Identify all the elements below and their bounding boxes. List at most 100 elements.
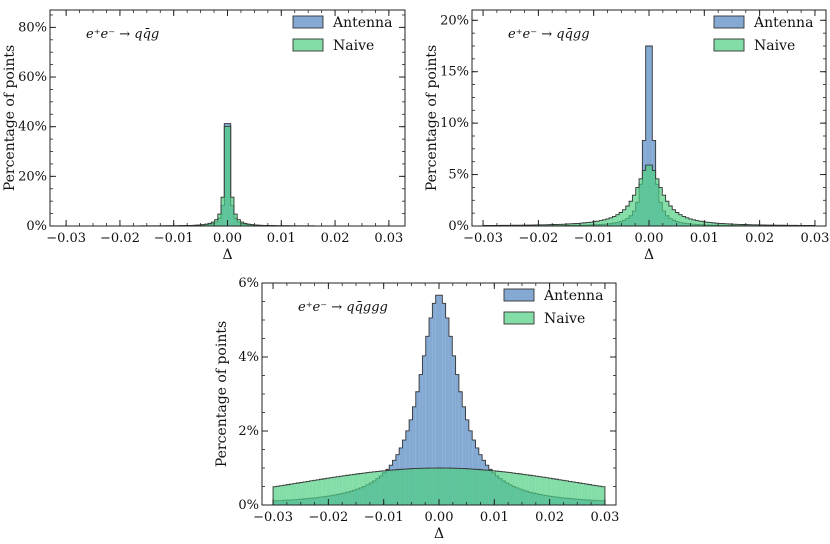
y-tick-label: 20% [18, 169, 47, 184]
process-label-1: e⁺e⁻ → qq̄g [86, 27, 159, 42]
outline-naive [482, 164, 816, 226]
bar-naive [521, 474, 526, 505]
x-tick-label: −0.01 [574, 231, 614, 246]
bar-naive [332, 477, 337, 505]
bar-naive [365, 472, 370, 505]
bar-naive [549, 224, 553, 226]
bar-naive [748, 224, 752, 226]
bar-naive [356, 473, 360, 505]
bar-naive [276, 486, 280, 505]
bar-naive [326, 478, 330, 505]
bar-naive [204, 224, 209, 226]
bar-naive [286, 484, 290, 505]
bar-naive [405, 468, 410, 505]
bar-antenna [452, 355, 456, 505]
bar-naive [672, 209, 676, 226]
series-naive-3 [272, 467, 606, 505]
series-naive-2 [482, 164, 816, 226]
bar-naive [539, 224, 543, 226]
bar-naive [362, 473, 366, 505]
bar-naive [619, 212, 623, 226]
bar-naive [548, 478, 552, 505]
bar-antenna [439, 295, 443, 505]
bar-antenna [649, 46, 653, 226]
bar-naive [246, 224, 251, 226]
bar-naive [482, 469, 486, 505]
bar-naive [292, 483, 297, 505]
x-axis-label-2: Δ [644, 247, 654, 263]
legend-label-naive-2: Naive [754, 38, 795, 54]
legend-2: Antenna Naive [713, 15, 813, 54]
x-tick-label: 0.00 [425, 510, 454, 525]
y-tick-label: 4% [238, 350, 259, 365]
bar-naive [546, 224, 550, 226]
x-tick-label: 0.02 [321, 231, 350, 246]
bar-naive [655, 178, 659, 226]
bar-naive [612, 216, 616, 226]
x-tick-label: 0.01 [480, 510, 509, 525]
bar-naive [581, 483, 586, 505]
bar-naive [538, 476, 542, 505]
x-tick-label: 0.03 [590, 510, 619, 525]
bar-antenna [462, 406, 466, 505]
y-tick-label: 0% [238, 498, 259, 513]
bar-naive [605, 218, 610, 226]
legend-label-naive-3: Naive [544, 311, 585, 327]
bar-naive [735, 224, 739, 226]
bar-naive [299, 482, 303, 505]
bar-naive [558, 479, 562, 505]
bar-naive [372, 471, 376, 505]
bar-naive [728, 223, 732, 226]
bar-naive [698, 221, 703, 226]
x-tick-label: 0.02 [745, 231, 774, 246]
bar-naive [435, 468, 439, 505]
legend-swatch-antenna-3 [503, 288, 535, 302]
bar-naive [306, 481, 310, 505]
x-tick-label: −0.01 [364, 510, 404, 525]
legend-3: Antenna Naive [503, 288, 603, 327]
x-tick-label: 0.01 [690, 231, 719, 246]
bar-naive [465, 468, 469, 505]
x-tick-label: −0.02 [518, 231, 558, 246]
bar-naive [369, 472, 373, 505]
legend-label-antenna-2: Antenna [753, 15, 813, 31]
bar-antenna [448, 336, 453, 505]
bar-naive [632, 195, 636, 226]
bar-antenna [419, 374, 423, 505]
bar-naive [569, 223, 573, 226]
bar-naive [399, 469, 403, 505]
bar-naive [594, 485, 599, 505]
bar-naive [592, 221, 596, 226]
bar-naive [585, 222, 590, 226]
x-tick-label: −0.02 [100, 231, 140, 246]
bar-naive [452, 468, 456, 505]
x-tick-label: 0.01 [267, 231, 296, 246]
bar-naive [542, 224, 547, 226]
bar-naive [346, 475, 350, 505]
bar-naive [615, 214, 620, 226]
bar-naive [598, 486, 602, 505]
bar-naive [217, 214, 222, 226]
bar-naive [312, 480, 317, 505]
bar-naive [635, 187, 640, 226]
bar-naive [429, 468, 433, 505]
bar-naive [237, 219, 241, 226]
bar-naive [462, 468, 466, 505]
legend-swatch-naive-2 [713, 38, 745, 52]
x-axis-label-3: Δ [434, 526, 444, 542]
bar-antenna [409, 419, 413, 505]
bar-naive [214, 219, 218, 226]
bar-naive [639, 178, 643, 226]
y-axis-label-2: Percentage of points [424, 45, 440, 191]
bar-naive [566, 223, 570, 226]
bar-naive [738, 224, 742, 226]
bar-naive [498, 471, 503, 505]
bar-naive [240, 222, 244, 226]
bar-naive [731, 224, 736, 226]
bar-naive [375, 471, 380, 505]
y-tick-label: 0% [26, 219, 47, 234]
bar-naive [582, 222, 586, 226]
bar-antenna [445, 317, 449, 505]
bar-naive [535, 476, 539, 505]
bar-naive [455, 468, 459, 505]
